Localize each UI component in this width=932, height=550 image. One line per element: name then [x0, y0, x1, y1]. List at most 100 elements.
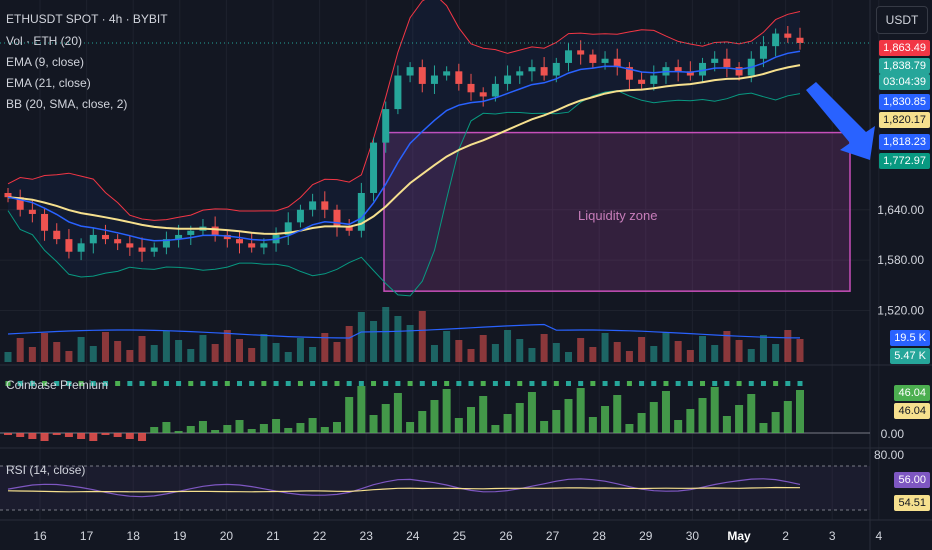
cp-bar [467, 407, 476, 433]
x-tick-label: 2 [782, 529, 789, 543]
x-tick-label: 23 [360, 529, 374, 543]
volume-bar [784, 330, 792, 362]
x-tick-label: 25 [453, 529, 467, 543]
cp-signal-dot [90, 381, 96, 386]
volume-bar [260, 334, 268, 362]
vol-legend[interactable]: Vol · ETH (20) [6, 34, 83, 48]
volume-bar [65, 351, 73, 362]
candle-body [540, 67, 548, 76]
cp-bar [52, 433, 61, 435]
volume-bar [443, 331, 451, 362]
ema9-legend[interactable]: EMA (9, close) [6, 55, 85, 69]
cp-bar [211, 430, 220, 433]
cp-signal-dot [358, 381, 364, 386]
volume-bar [16, 338, 24, 362]
cp-signal-dot [773, 381, 779, 386]
candle-body [41, 213, 49, 231]
x-tick-label: 30 [686, 529, 700, 543]
volume-bar [333, 342, 341, 362]
cp-bar [491, 425, 500, 433]
volume-bar [199, 335, 207, 362]
cp-bar [661, 391, 670, 433]
volume-bar [711, 345, 719, 362]
y-tick-label: 1,580.00 [877, 253, 924, 267]
candle-body [686, 71, 694, 76]
last-price-tag: 1,838.79 [879, 58, 930, 74]
candle-body [711, 58, 719, 63]
ema9-tag: 1,830.85 [879, 94, 930, 110]
bb-legend[interactable]: BB (20, SMA, close, 2) [6, 97, 128, 111]
cp-bar [247, 429, 256, 433]
cp-signal-dot [188, 381, 194, 386]
cp-signal-dot [760, 381, 766, 386]
candle-body [175, 234, 183, 240]
cp-bar [796, 390, 804, 433]
volume-bar [77, 337, 85, 362]
candle-body [394, 75, 402, 110]
x-tick-label: 19 [173, 529, 187, 543]
cp-bar [174, 431, 183, 433]
rsi-line [7, 478, 801, 498]
volume-bar [272, 343, 280, 362]
candle-body [638, 79, 646, 84]
candle-body [321, 201, 329, 210]
volume-bar [296, 338, 304, 362]
volume-bar [430, 345, 438, 362]
cp-bar [503, 414, 512, 433]
cp-tag-b: 46.04 [894, 403, 930, 419]
cp-signal-dot [578, 381, 584, 386]
rsi-legend[interactable]: RSI (14, close) [6, 463, 86, 477]
cp-signal-dot [785, 381, 791, 386]
cp-bar [552, 410, 561, 433]
cp-signal-dot [346, 381, 352, 386]
cp-signal-dot [724, 381, 730, 386]
volume-bar [28, 347, 36, 362]
cp-signal-dot [529, 381, 535, 386]
volume-bar [552, 343, 560, 362]
cp-bar [381, 404, 390, 433]
cp-signal-dot [639, 381, 645, 386]
candle-body [370, 142, 378, 193]
rsi-tick-label: 80.00 [874, 448, 904, 462]
ema21-line [7, 64, 801, 235]
ema21-legend[interactable]: EMA (21, close) [6, 76, 91, 90]
x-tick-label: 21 [266, 529, 280, 543]
coinbase-premium-legend[interactable]: Coinbase Premium [6, 378, 109, 392]
volume-bar [759, 335, 767, 362]
cp-signal-dot [224, 381, 230, 386]
cp-signal-dot [322, 381, 328, 386]
ema21-tag: 1,820.17 [879, 112, 930, 128]
candle-body [418, 67, 426, 84]
vol-tag: 5.47 K [890, 348, 930, 364]
cp-bar [284, 428, 293, 433]
volume-bar [467, 349, 475, 362]
volume-bar [577, 338, 585, 362]
cp-bar [345, 397, 354, 433]
cp-signal-dot [553, 381, 559, 386]
liquidity-zone-rect [383, 131, 851, 292]
volume-bar [321, 333, 329, 362]
volume-bar [662, 332, 670, 362]
cp-bar [357, 386, 366, 433]
cp-bar [223, 425, 232, 433]
cp-bar [406, 422, 415, 433]
x-tick-label: 17 [80, 529, 94, 543]
candle-body [333, 209, 341, 227]
candle-body [248, 243, 256, 248]
cp-bar [735, 405, 744, 433]
candle-body [4, 192, 12, 198]
candle-body [53, 230, 61, 240]
candle-body [236, 239, 244, 244]
candle-body [309, 201, 317, 210]
cp-signal-dot [407, 381, 413, 386]
cp-signal-dot [115, 381, 121, 386]
cp-signal-dot [200, 381, 206, 386]
rsi-pane [0, 465, 870, 511]
cp-bar [442, 389, 451, 433]
currency-button[interactable]: USDT [876, 6, 928, 34]
cp-bar [722, 416, 731, 433]
candle-body [406, 67, 414, 76]
cp-bar [320, 427, 329, 433]
cp-bar [308, 418, 317, 433]
